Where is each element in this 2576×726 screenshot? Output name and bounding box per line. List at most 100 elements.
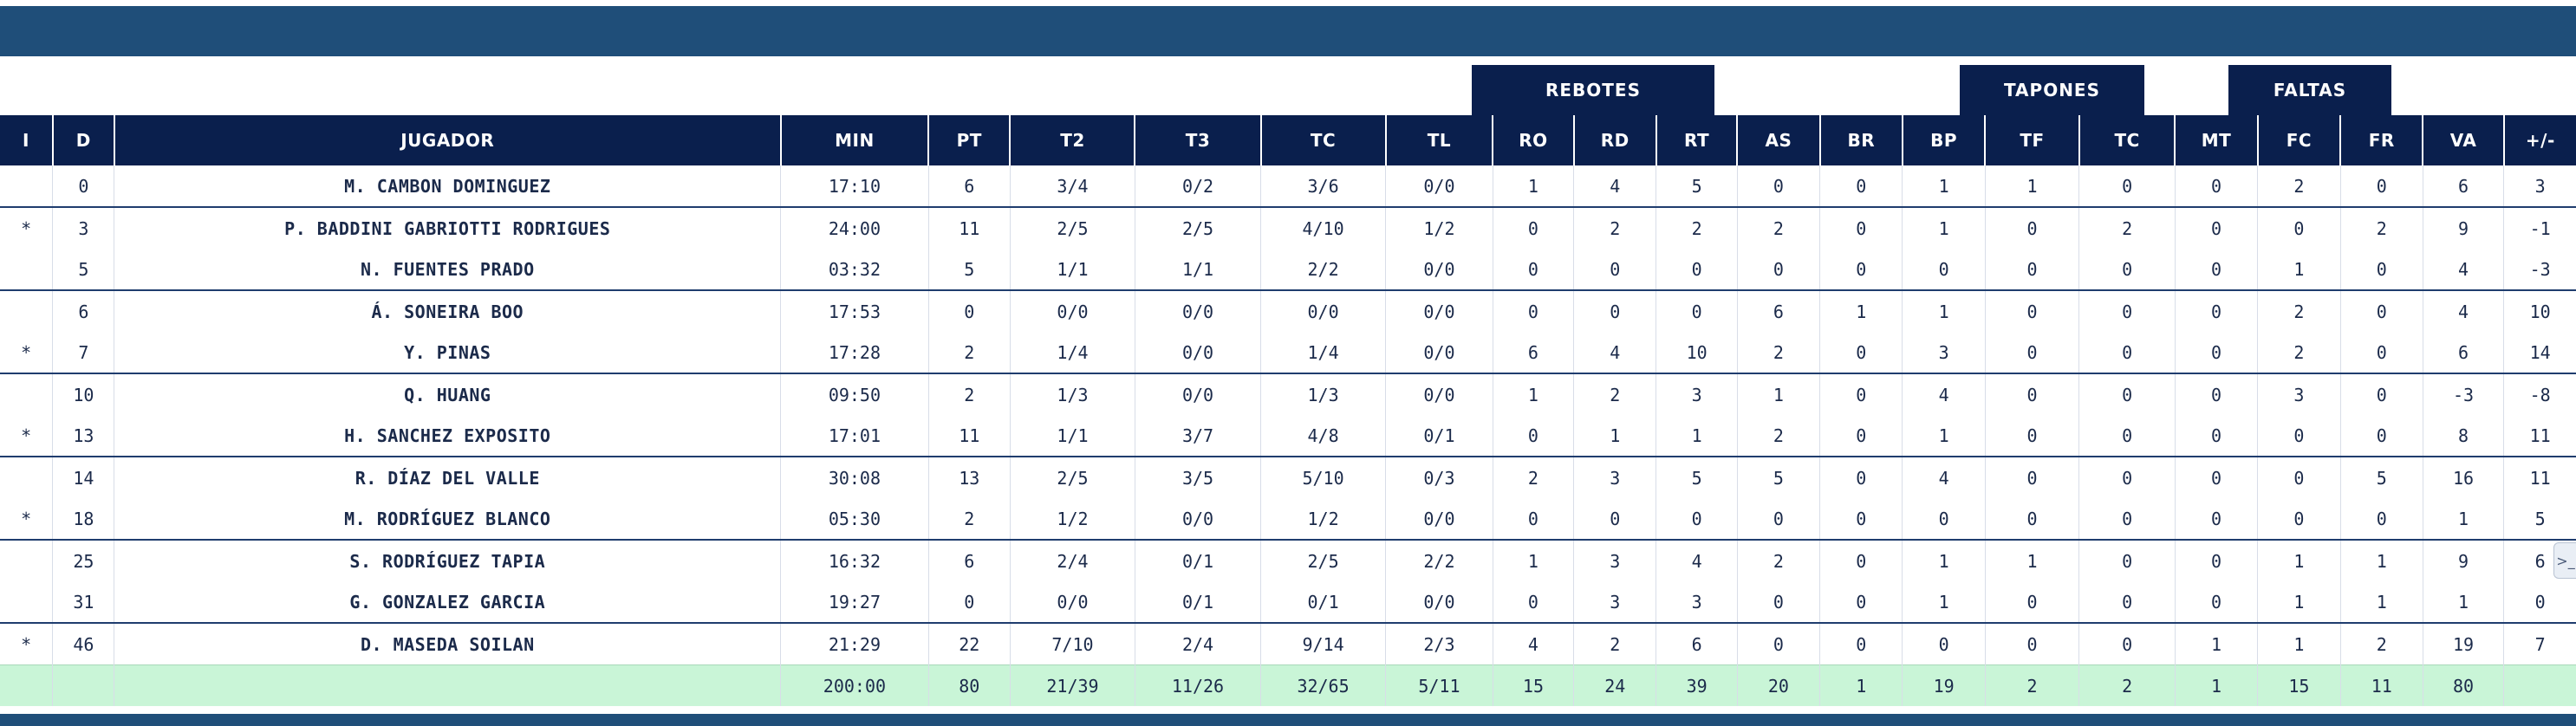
col-header-rd[interactable]: RD xyxy=(1572,115,1656,165)
table-row: 5 N. FUENTES PRADO 03:32 5 1/1 1/1 2/2 0/0 0 0 0 0 0… xyxy=(0,249,2576,290)
cell-steals: 1 xyxy=(1819,664,1903,706)
cell-total-rebounds: 5 xyxy=(1656,456,1738,498)
cell-def-rebounds: 24 xyxy=(1573,664,1656,706)
cell-fouls-received: 0 xyxy=(2339,373,2423,415)
cell-blocks-against: 0 xyxy=(2078,581,2176,623)
cell-dunks: 0 xyxy=(2174,539,2258,581)
cell-starter-mark xyxy=(0,373,53,415)
col-header-tf[interactable]: TF xyxy=(1984,115,2079,165)
cell-two-pointers: 0/0 xyxy=(1009,289,1135,332)
cell-three-pointers: 0/0 xyxy=(1134,289,1261,332)
col-header-as[interactable]: AS xyxy=(1736,115,1820,165)
col-header-tc[interactable]: TC xyxy=(1259,115,1386,165)
cell-blocks-for: 0 xyxy=(1984,332,2079,373)
cell-def-rebounds: 0 xyxy=(1573,289,1656,332)
cell-turnovers: 4 xyxy=(1902,373,1986,415)
side-panel-toggle[interactable]: >_ xyxy=(2553,542,2576,579)
col-header-bp[interactable]: BP xyxy=(1901,115,1986,165)
col-header-t2[interactable]: T2 xyxy=(1009,115,1135,165)
cell-valuation: 8 xyxy=(2422,415,2504,457)
cell-free-throws: 2/2 xyxy=(1385,539,1493,581)
cell-blocks-for: 0 xyxy=(1984,206,2079,249)
cell-off-rebounds: 0 xyxy=(1492,498,1574,540)
cell-assists: 0 xyxy=(1736,622,1820,665)
col-header-tc-tapones[interactable]: TC xyxy=(2078,115,2176,165)
cell-dunks: 0 xyxy=(2174,165,2258,207)
cell-player-name: Q. HUANG xyxy=(114,373,781,415)
col-header-fr[interactable]: FR xyxy=(2339,115,2423,165)
cell-def-rebounds: 4 xyxy=(1573,332,1656,373)
col-header-jugador[interactable]: JUGADOR xyxy=(113,115,781,165)
table-row: * 3 P. BADDINI GABRIOTTI RODRIGUES 24:00 11 2… xyxy=(0,206,2576,249)
cell-fouls-committed: 3 xyxy=(2257,373,2341,415)
cell-fouls-received: 0 xyxy=(2339,249,2423,290)
col-header-br[interactable]: BR xyxy=(1818,115,1903,165)
cell-free-throws: 0/0 xyxy=(1385,332,1493,373)
col-header-fc[interactable]: FC xyxy=(2256,115,2341,165)
col-header-ro[interactable]: RO xyxy=(1492,115,1574,165)
cell-total-rebounds: 39 xyxy=(1656,664,1738,706)
cell-off-rebounds: 15 xyxy=(1492,664,1574,706)
cell-free-throws: 0/3 xyxy=(1385,456,1493,498)
cell-turnovers: 1 xyxy=(1902,539,1986,581)
cell-free-throws: 0/0 xyxy=(1385,289,1493,332)
cell-dorsal: 13 xyxy=(52,415,114,457)
col-header-va[interactable]: VA xyxy=(2422,115,2504,165)
col-header-i[interactable]: I xyxy=(0,115,53,165)
cell-dorsal: 6 xyxy=(52,289,114,332)
cell-blocks-for: 0 xyxy=(1984,415,2079,457)
col-header-rt[interactable]: RT xyxy=(1655,115,1738,165)
cell-field-goals: 2/2 xyxy=(1260,249,1386,290)
cell-dorsal: 31 xyxy=(52,581,114,623)
cell-turnovers: 3 xyxy=(1902,332,1986,373)
col-header-tl[interactable]: TL xyxy=(1384,115,1493,165)
col-header-plus-minus[interactable]: +/- xyxy=(2502,115,2576,165)
cell-def-rebounds: 4 xyxy=(1573,165,1656,207)
cell-dunks: 1 xyxy=(2174,622,2258,665)
cell-fouls-committed: 15 xyxy=(2257,664,2341,706)
cell-assists: 2 xyxy=(1736,332,1820,373)
cell-starter-mark xyxy=(0,165,53,207)
cell-fouls-received: 5 xyxy=(2339,456,2423,498)
table-row: * 46 D. MASEDA SOILAN 21:29 22 7/10 2/4 9/14 2/3… xyxy=(0,622,2576,665)
cell-field-goals: 0/1 xyxy=(1260,581,1386,623)
cell-points: 2 xyxy=(927,332,1011,373)
cell-three-pointers: 2/4 xyxy=(1134,622,1261,665)
cell-valuation: 1 xyxy=(2422,581,2504,623)
col-header-t3[interactable]: T3 xyxy=(1134,115,1261,165)
cell-valuation: 9 xyxy=(2422,539,2504,581)
cell-dunks: 0 xyxy=(2174,373,2258,415)
col-header-pt[interactable]: PT xyxy=(927,115,1011,165)
cell-starter-mark xyxy=(0,249,53,290)
col-header-min[interactable]: MIN xyxy=(779,115,929,165)
cell-free-throws: 0/0 xyxy=(1385,165,1493,207)
cell-assists: 0 xyxy=(1736,165,1820,207)
cell-fouls-committed: 2 xyxy=(2257,289,2341,332)
cell-turnovers: 1 xyxy=(1902,289,1986,332)
cell-blocks-against: 0 xyxy=(2078,498,2176,540)
cell-three-pointers: 3/5 xyxy=(1134,456,1261,498)
cell-fouls-committed: 0 xyxy=(2257,415,2341,457)
group-header-rebotes: REBOTES xyxy=(1472,65,1714,115)
cell-assists: 0 xyxy=(1736,249,1820,290)
cell-dunks: 0 xyxy=(2174,415,2258,457)
cell-blocks-against: 0 xyxy=(2078,165,2176,207)
cell-minutes: 03:32 xyxy=(780,249,929,290)
cell-plus-minus: 3 xyxy=(2503,165,2576,207)
table-row: 6 Á. SONEIRA BOO 17:53 0 0/0 0/0 0/0 0/0 0 0 0 6 1 1 0… xyxy=(0,289,2576,332)
col-header-d[interactable]: D xyxy=(51,115,114,165)
cell-blocks-for: 1 xyxy=(1984,539,2079,581)
cell-plus-minus: 11 xyxy=(2503,415,2576,457)
cell-field-goals: 0/0 xyxy=(1260,289,1386,332)
cell-dunks: 0 xyxy=(2174,332,2258,373)
cell-assists: 0 xyxy=(1736,498,1820,540)
cell-three-pointers: 0/1 xyxy=(1134,581,1261,623)
cell-two-pointers: 2/5 xyxy=(1009,456,1135,498)
cell-steals: 0 xyxy=(1819,206,1903,249)
cell-starter-mark: * xyxy=(0,206,53,249)
cell-off-rebounds: 0 xyxy=(1492,206,1574,249)
cell-blocks-against: 2 xyxy=(2078,206,2176,249)
cell-two-pointers: 2/5 xyxy=(1009,206,1135,249)
col-header-mt[interactable]: MT xyxy=(2174,115,2258,165)
cell-plus-minus: 14 xyxy=(2503,332,2576,373)
